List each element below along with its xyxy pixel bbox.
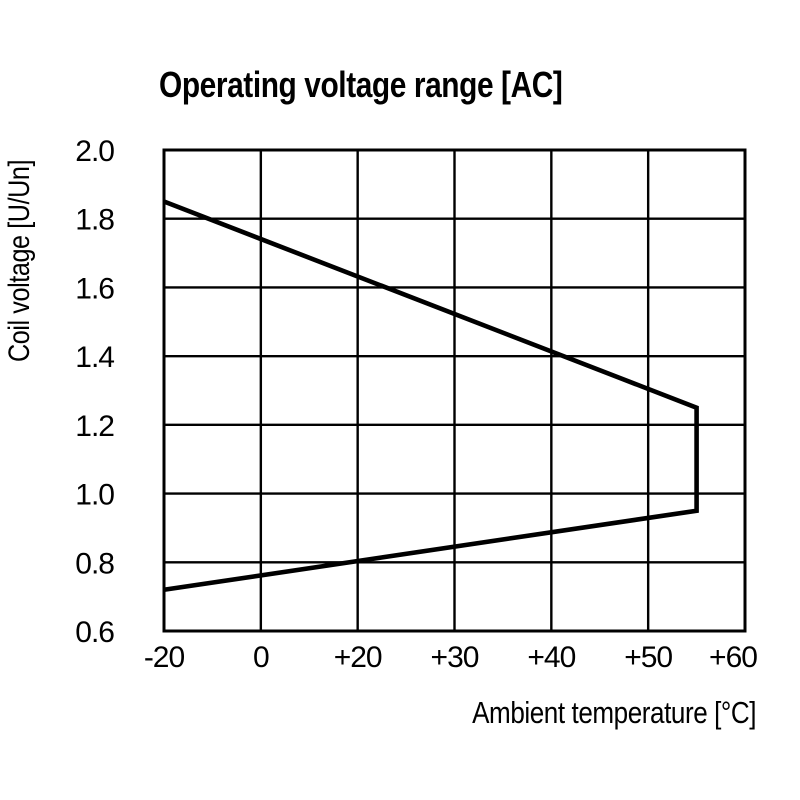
y-tick-label: 1.2 (75, 410, 114, 443)
y-tick-label: 0.8 (75, 547, 114, 580)
y-tick-label: 1.6 (75, 272, 114, 305)
x-tick-label: +60 (709, 641, 757, 674)
x-axis-title: Ambient temperature [°C] (471, 695, 756, 730)
x-tick-label: 0 (253, 641, 269, 674)
chart-title: Operating voltage range [AC] (159, 64, 563, 105)
y-tick-label: 0.6 (75, 616, 114, 649)
plot-frame (162, 148, 747, 633)
y-tick-label: 1.8 (75, 204, 114, 237)
y-tick-label: 1.0 (75, 479, 114, 512)
x-tick-label: +50 (624, 641, 672, 674)
voltage-range-curve (163, 199, 699, 593)
x-tick-label: +40 (527, 641, 575, 674)
x-tick-label: +30 (431, 641, 479, 674)
y-tick-label: 1.4 (75, 341, 114, 374)
x-tick-label: -20 (144, 641, 185, 674)
y-tick-label: 2.0 (75, 135, 114, 168)
x-tick-label: +20 (334, 641, 382, 674)
